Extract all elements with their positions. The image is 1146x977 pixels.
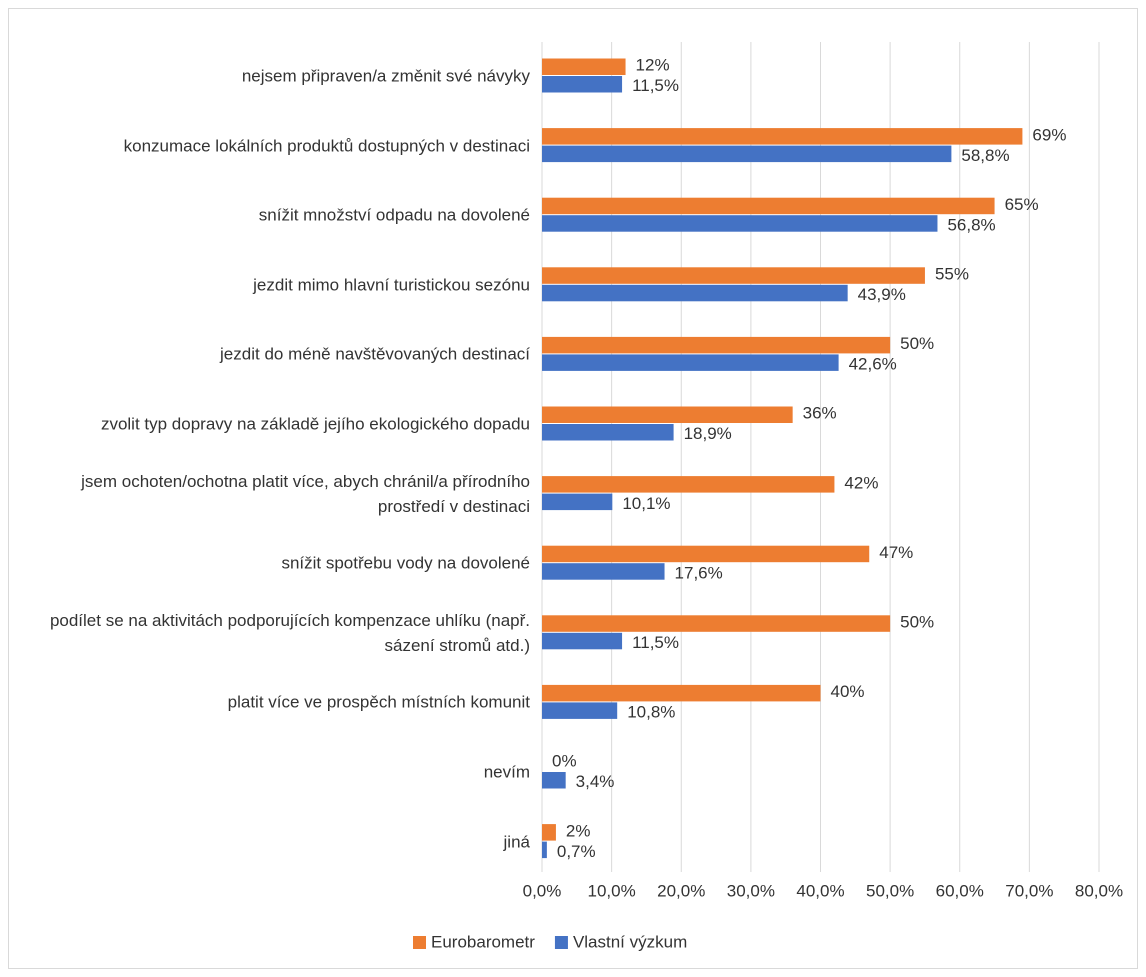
x-tick-label: 20,0% [657, 881, 705, 900]
legend-label: Vlastní výzkum [573, 932, 687, 951]
x-tick-label: 80,0% [1075, 881, 1123, 900]
category-label: platit více ve prospěch místních komunit [227, 692, 530, 712]
data-label: 69% [1032, 125, 1066, 144]
chart-border [8, 8, 1138, 969]
data-label: 2% [566, 821, 591, 840]
data-label: 40% [831, 682, 865, 701]
data-label: 10,1% [622, 494, 670, 513]
bar [542, 563, 665, 580]
data-label: 50% [900, 334, 934, 353]
x-tick-label: 60,0% [936, 881, 984, 900]
category-label: snížit spotřebu vody na dovolené [281, 553, 530, 573]
data-label: 18,9% [684, 424, 732, 443]
category-label: nejsem připraven/a změnit své návyky [241, 66, 530, 86]
category-label: podílet se na aktivitách podporujících k… [49, 610, 530, 655]
data-label: 0,7% [557, 842, 596, 861]
bar [542, 58, 626, 75]
x-tick-label: 50,0% [866, 881, 914, 900]
bar [542, 424, 674, 441]
data-label: 47% [879, 543, 913, 562]
category-label: jezdit do méně navštěvovaných destinací [220, 344, 530, 364]
data-label: 43,9% [858, 285, 906, 304]
bar [542, 145, 952, 163]
bar [542, 128, 1023, 145]
category-label: zvolit typ dopravy na základě jejího eko… [100, 414, 530, 434]
bar [542, 493, 613, 511]
category-label: jsem ochoten/ochotna platit více, abych … [81, 471, 530, 516]
bar [542, 545, 870, 563]
data-label: 11,5% [632, 633, 679, 652]
data-label: 11,5% [632, 76, 679, 95]
data-label: 58,8% [961, 146, 1009, 165]
bar [542, 841, 547, 859]
bar [542, 406, 793, 423]
legend-label: Eurobarometr [431, 932, 535, 951]
data-label: 17,6% [675, 563, 723, 582]
data-label: 65% [1005, 195, 1039, 214]
bar [542, 702, 618, 719]
bar [542, 684, 821, 702]
data-label: 3,4% [576, 772, 615, 791]
bar [542, 354, 839, 371]
bar [542, 476, 835, 493]
data-label: 10,8% [627, 703, 675, 722]
x-tick-label: 40,0% [796, 881, 844, 900]
bar [542, 632, 623, 650]
category-label: jiná [503, 832, 530, 852]
bar [542, 615, 891, 632]
legend-swatch [413, 936, 426, 949]
bar [542, 284, 848, 302]
data-label: 36% [803, 404, 837, 423]
x-tick-label: 30,0% [727, 881, 775, 900]
data-label: 55% [935, 265, 969, 284]
data-label: 0% [552, 752, 577, 771]
category-label: snížit množství odpadu na dovolené [258, 205, 530, 225]
bar [542, 267, 925, 284]
data-label: 56,8% [947, 215, 995, 234]
bar [542, 772, 566, 789]
bar [542, 76, 623, 93]
bar [542, 336, 891, 354]
category-label: nevím [483, 762, 530, 782]
data-label: 42,6% [849, 355, 897, 374]
x-tick-label: 10,0% [588, 881, 636, 900]
bar [542, 197, 995, 215]
data-label: 42% [844, 473, 878, 492]
data-label: 50% [900, 613, 934, 632]
x-tick-label: 0,0% [523, 881, 562, 900]
data-label: 12% [636, 56, 670, 75]
category-label: jezdit mimo hlavní turistickou sezónu [253, 275, 530, 295]
bar [542, 215, 938, 232]
x-tick-label: 70,0% [1005, 881, 1053, 900]
bar [542, 824, 556, 841]
legend-swatch [554, 936, 568, 949]
category-label: konzumace lokálních produktů dostupných … [123, 136, 530, 156]
